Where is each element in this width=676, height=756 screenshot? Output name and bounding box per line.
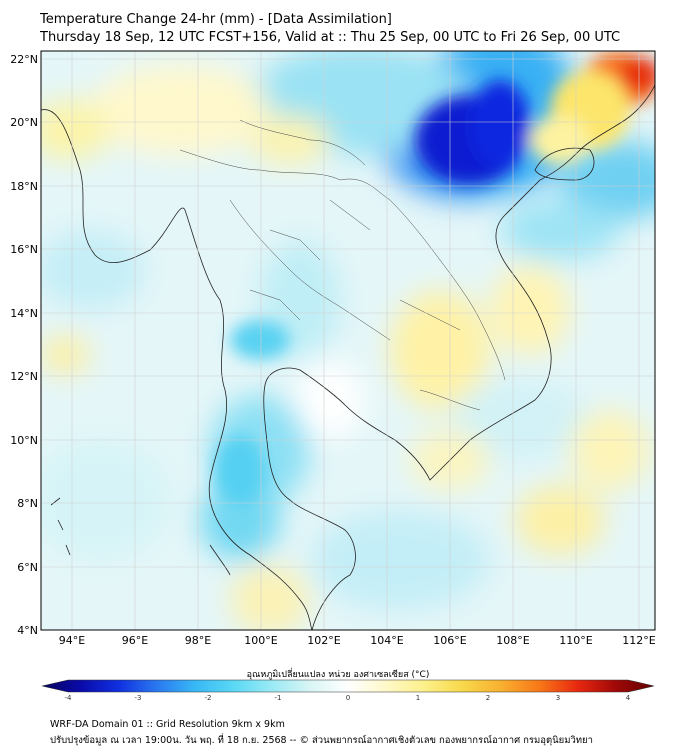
x-tick-label: 108°E	[496, 634, 529, 647]
x-axis-labels: 94°E 96°E 98°E 100°E 102°E 104°E 106°E 1…	[59, 634, 656, 647]
y-tick-label: 4°N	[17, 624, 38, 637]
x-tick-label: 96°E	[122, 634, 148, 647]
x-tick-label: 102°E	[307, 634, 340, 647]
graticule	[41, 51, 655, 630]
footer-model-info: WRF-DA Domain 01 :: Grid Resolution 9km …	[50, 719, 285, 730]
colorbar-tick: 0	[346, 694, 350, 702]
coastlines	[41, 84, 655, 630]
x-tick-label: 98°E	[185, 634, 211, 647]
y-axis-labels: 22°N 20°N 18°N 16°N 14°N 12°N 10°N 8°N 6…	[10, 53, 38, 637]
x-tick-label: 104°E	[370, 634, 403, 647]
y-tick-label: 18°N	[10, 180, 38, 193]
colorbar-tick: -1	[275, 694, 282, 702]
colorbar	[41, 679, 655, 693]
colorbar-tick: 1	[416, 694, 420, 702]
colorbar-tick: 2	[486, 694, 490, 702]
x-tick-label: 106°E	[433, 634, 466, 647]
y-tick-label: 14°N	[10, 307, 38, 320]
y-tick-label: 16°N	[10, 243, 38, 256]
colorbar-tick: 3	[556, 694, 560, 702]
map-title: Temperature Change 24-hr (mm) - [Data As…	[40, 12, 392, 27]
colorbar-label: อุณหภูมิเปลี่ยนแปลง หน่วย องศาเซลเซียส (…	[246, 670, 430, 680]
colorbar-tick: -4	[65, 694, 73, 702]
colorbar-tick-labels: -4 -3 -2 -1 0 1 2 3 4	[65, 694, 631, 702]
colorbar-tick: -2	[205, 694, 212, 702]
x-tick-label: 112°E	[622, 634, 655, 647]
footer-update-info: ปรับปรุงข้อมูล ณ เวลา 19:00น. วัน พฤ. ที…	[50, 735, 593, 746]
y-tick-label: 6°N	[17, 561, 38, 574]
y-tick-label: 10°N	[10, 434, 38, 447]
colorbar-tick: 4	[626, 694, 631, 702]
colorbar-bar	[41, 679, 655, 693]
y-tick-label: 12°N	[10, 370, 38, 383]
colorbar-tick: -3	[135, 694, 142, 702]
y-tick-label: 8°N	[17, 497, 38, 510]
y-tick-label: 20°N	[10, 116, 38, 129]
x-tick-label: 94°E	[59, 634, 85, 647]
plot-frame	[40, 50, 656, 631]
map-subtitle: Thursday 18 Sep, 12 UTC FCST+156, Valid …	[40, 30, 621, 45]
y-tick-label: 22°N	[10, 53, 38, 66]
x-tick-label: 100°E	[244, 634, 277, 647]
x-tick-label: 110°E	[559, 634, 592, 647]
